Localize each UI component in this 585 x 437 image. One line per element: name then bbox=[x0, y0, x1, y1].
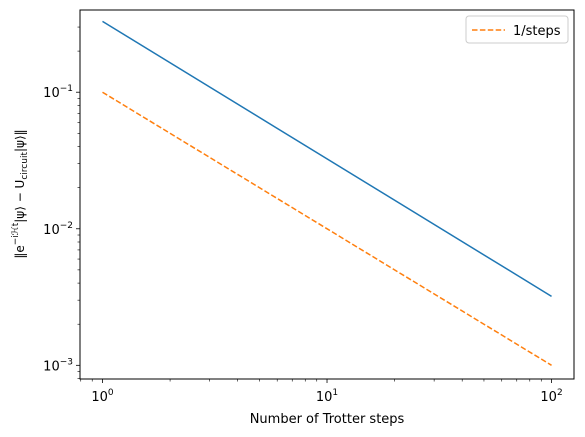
x-axis-label: Number of Trotter steps bbox=[250, 412, 405, 427]
axis-ticks: 100 101 102 10−3 10−2 10−1 bbox=[43, 26, 563, 405]
plot-area bbox=[102, 20, 552, 366]
axes-frame bbox=[79, 9, 575, 380]
y-axis-label: ‖e−iℋt|ψ⟩ − Ucircuit|ψ⟩‖ bbox=[11, 129, 30, 258]
x-tick-label: 100 bbox=[91, 388, 114, 405]
legend-box bbox=[465, 15, 569, 44]
y-tick-label: 10−1 bbox=[43, 84, 73, 101]
x-tick-label: 101 bbox=[316, 388, 338, 405]
series-line-1-steps bbox=[102, 91, 552, 366]
legend-label-1-steps: 1/steps bbox=[513, 24, 561, 39]
x-tick-label: 102 bbox=[540, 388, 562, 405]
svg-text:‖e−iℋt|ψ⟩ − Ucircuit|ψ⟩‖: ‖e−iℋt|ψ⟩ − Ucircuit|ψ⟩‖ bbox=[11, 129, 30, 258]
y-tick-label: 10−3 bbox=[43, 357, 73, 374]
legend: 1/steps bbox=[465, 15, 569, 44]
y-tick-label: 10−2 bbox=[43, 221, 73, 238]
series-line-unlabeled-1 bbox=[102, 20, 552, 297]
